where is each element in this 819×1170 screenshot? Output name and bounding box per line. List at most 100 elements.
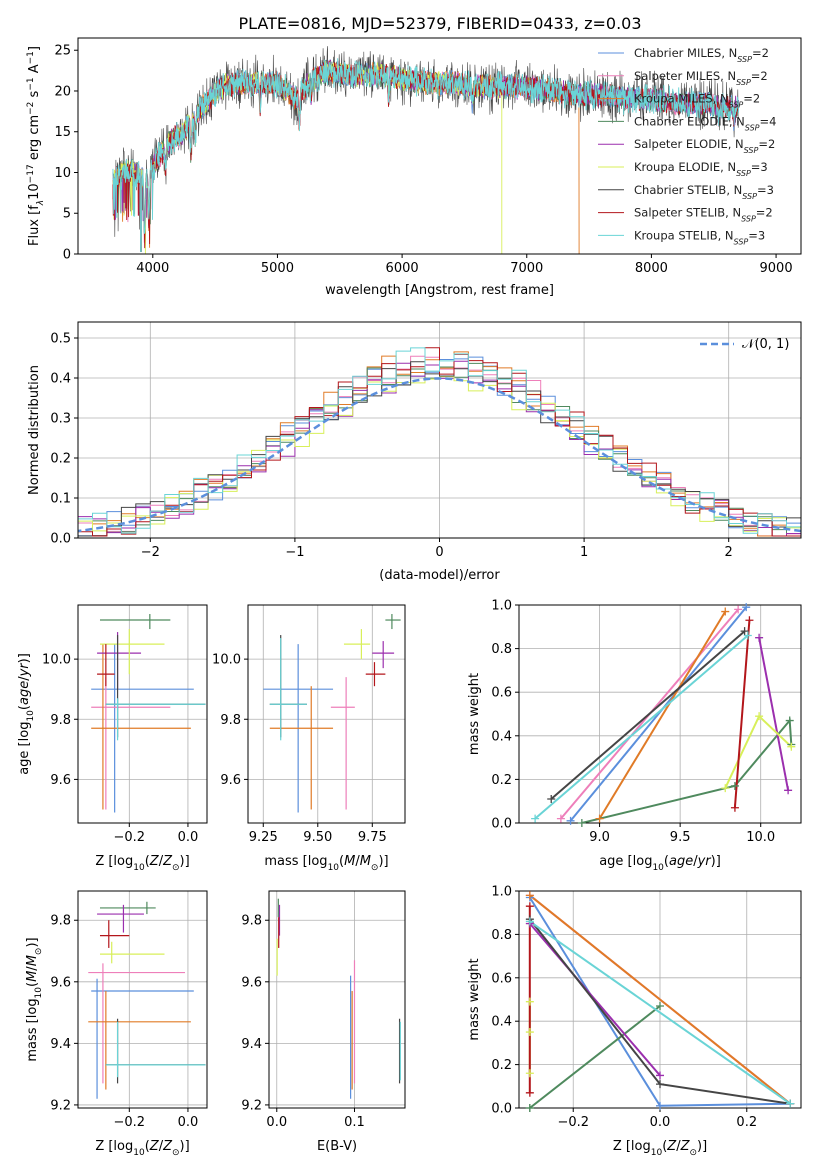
error-point xyxy=(330,677,355,810)
y-axis-label: mass weight xyxy=(467,673,482,755)
age-vs-mass-frame xyxy=(247,604,406,824)
weight-marker xyxy=(566,816,575,825)
y-tick-label: 0.0 xyxy=(491,1102,512,1117)
x-tick-label: −0.2 xyxy=(557,1115,589,1130)
weight-marker xyxy=(656,1080,664,1089)
y-tick-label: 0.6 xyxy=(491,971,512,986)
weight-vs-Z-plot-area xyxy=(528,894,791,1108)
spectrum-line-kroupa-stelib xyxy=(112,58,739,253)
weight-line xyxy=(529,894,791,1105)
histogram-salpeter-stelib xyxy=(78,347,801,537)
weight-marker xyxy=(755,712,764,721)
y-tick-label: 0.2 xyxy=(50,452,71,467)
residuals-panel: −2 −1 0 1 2 0.0 0.1 0.2 0.3 0.4 0.5 (data-model)/er… xyxy=(27,321,802,583)
error-point xyxy=(372,641,395,669)
x-tick-label: 0.0 xyxy=(266,1115,287,1130)
y-axis-label: mass weight xyxy=(467,958,482,1040)
y-tick-label: 0.0 xyxy=(50,532,71,547)
weight-line xyxy=(758,637,790,791)
legend: 𝒩(0, 1) xyxy=(700,337,789,352)
spectrum-frame xyxy=(77,37,802,255)
error-point xyxy=(91,644,191,810)
y-tick-label: 0.4 xyxy=(491,729,512,744)
weight-marker xyxy=(786,1099,795,1108)
weight-line xyxy=(529,922,661,1077)
weight-marker xyxy=(734,605,743,614)
x-tick-label: −0.2 xyxy=(114,1115,146,1130)
y-tick-label: 9.8 xyxy=(50,713,71,728)
error-point xyxy=(88,963,186,1084)
x-tick-label: 9.5 xyxy=(670,830,691,845)
legend-label: Salpeter STELIB, NSSP=2 xyxy=(634,206,773,224)
x-axis-label: wavelength [Angstrom, rest frame] xyxy=(325,283,554,298)
weight-marker xyxy=(577,819,586,827)
y-tick-label: 9.6 xyxy=(220,773,241,788)
normal-curve xyxy=(78,377,801,533)
weight-marker xyxy=(531,814,540,823)
x-axis-label: mass [log10(M/M⊙)] xyxy=(264,854,388,873)
y-tick-label: 9.8 xyxy=(50,914,71,929)
x-tick-label: 2 xyxy=(725,545,733,560)
y-tick-label: 0.4 xyxy=(491,1015,512,1030)
weight-line xyxy=(598,610,727,820)
weight-marker xyxy=(755,633,764,642)
age-vs-mass-panel: 9.25 9.50 9.75 9.6 9.8 10.0 mass [log10(M/M⊙)] xyxy=(212,604,406,873)
weight-marker xyxy=(525,1069,534,1078)
x-tick-label: 9000 xyxy=(760,261,793,276)
histogram-kroupa-stelib xyxy=(78,347,801,537)
weight-vs-Z-panel: −0.2 0.0 0.2 0.0 0.2 0.4 0.6 0.8 1.0 Z [log10(Z/Z… xyxy=(467,885,802,1158)
weight-marker xyxy=(743,631,752,640)
x-tick-label: 1 xyxy=(580,545,588,560)
weight-marker xyxy=(525,902,534,911)
legend-label: Kroupa STELIB, NSSP=3 xyxy=(634,228,765,246)
y-tick-label: 0.0 xyxy=(491,817,512,832)
weight-marker xyxy=(547,795,556,804)
x-tick-label: 10.0 xyxy=(746,830,775,845)
weight-marker xyxy=(525,1028,534,1037)
y-tick-label: 5 xyxy=(63,207,71,222)
legend: Chabrier MILES, NSSP=2 Salpeter MILES, NS… xyxy=(598,46,776,246)
y-tick-label: 25 xyxy=(54,44,71,59)
y-tick-label: 9.6 xyxy=(241,975,262,990)
legend-label: Kroupa ELODIE, NSSP=3 xyxy=(634,160,768,178)
y-tick-label: 9.6 xyxy=(50,773,71,788)
weight-line xyxy=(569,606,747,822)
y-tick-label: 9.6 xyxy=(50,975,71,990)
x-tick-label: 0.0 xyxy=(178,830,199,845)
y-axis-label: Normed distribution xyxy=(27,365,42,495)
weight-line xyxy=(550,630,746,800)
weight-marker xyxy=(556,814,565,823)
error-point xyxy=(97,644,115,687)
x-axis-label: (data-model)/error xyxy=(379,568,500,583)
x-axis-label: E(B-V) xyxy=(317,1139,357,1154)
x-tick-label: −2 xyxy=(141,545,160,560)
weight-marker xyxy=(730,803,739,812)
y-tick-label: 1.0 xyxy=(491,599,512,614)
y-tick-label: 0.2 xyxy=(491,1058,512,1073)
x-axis-label: age [log10(age/yr)] xyxy=(599,854,721,873)
weight-marker xyxy=(721,607,730,616)
y-axis-label: age [log10(age/yr)] xyxy=(17,653,36,775)
legend-label: Salpeter ELODIE, NSSP=2 xyxy=(634,137,775,155)
x-axis-label: Z [log10(Z/Z⊙)] xyxy=(613,1139,707,1158)
age-vs-Z-frame xyxy=(77,604,208,824)
y-tick-label: 0.3 xyxy=(50,412,71,427)
x-tick-label: 9.75 xyxy=(358,830,387,845)
error-point xyxy=(99,629,165,675)
mass-vs-EBV-panel: 0.0 0.1 9.2 9.4 9.6 9.8 E(B-V) xyxy=(241,890,406,1154)
y-tick-label: 0.8 xyxy=(491,928,512,943)
x-tick-label: 0.0 xyxy=(650,1115,671,1130)
weight-marker xyxy=(595,814,604,823)
weight-marker xyxy=(787,742,796,751)
error-point xyxy=(99,614,171,630)
weight-marker xyxy=(784,786,793,795)
weight-marker xyxy=(742,603,751,612)
weight-marker xyxy=(525,1088,534,1097)
y-tick-label: 0.6 xyxy=(491,686,512,701)
y-tick-label: 0 xyxy=(63,248,71,263)
y-tick-label: 10 xyxy=(54,166,71,181)
weight-marker xyxy=(656,1002,664,1011)
y-tick-label: 10.0 xyxy=(42,653,71,668)
weight-marker xyxy=(656,1101,664,1110)
weight-marker xyxy=(525,917,534,926)
